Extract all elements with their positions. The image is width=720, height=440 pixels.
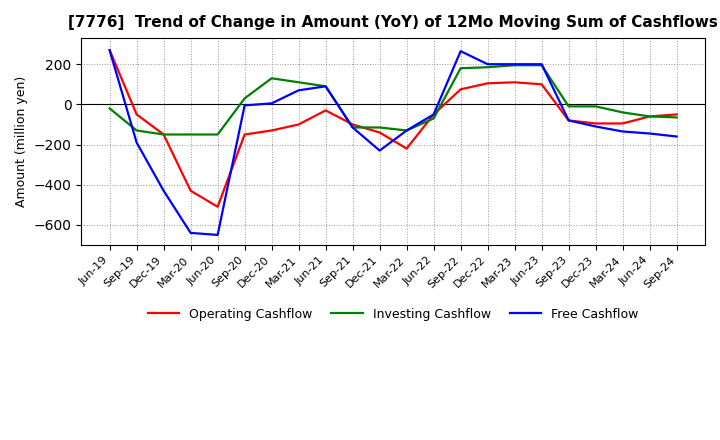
- Operating Cashflow: [537, 82, 546, 87]
- Free Cashflow: [105, 48, 114, 53]
- Operating Cashflow: [483, 81, 492, 86]
- Line: Free Cashflow: Free Cashflow: [109, 50, 677, 235]
- Operating Cashflow: [213, 204, 222, 209]
- Investing Cashflow: [564, 104, 573, 109]
- Line: Operating Cashflow: Operating Cashflow: [109, 50, 677, 207]
- Operating Cashflow: [240, 132, 249, 137]
- Free Cashflow: [402, 128, 411, 133]
- Operating Cashflow: [294, 122, 303, 127]
- Free Cashflow: [510, 62, 519, 67]
- Free Cashflow: [564, 118, 573, 123]
- Operating Cashflow: [645, 114, 654, 119]
- Operating Cashflow: [510, 80, 519, 85]
- Investing Cashflow: [267, 76, 276, 81]
- Investing Cashflow: [132, 128, 141, 133]
- Operating Cashflow: [132, 112, 141, 117]
- Y-axis label: Amount (million yen): Amount (million yen): [15, 76, 28, 207]
- Investing Cashflow: [321, 84, 330, 89]
- Operating Cashflow: [375, 130, 384, 135]
- Investing Cashflow: [510, 62, 519, 68]
- Investing Cashflow: [105, 106, 114, 111]
- Operating Cashflow: [186, 188, 195, 193]
- Operating Cashflow: [456, 87, 465, 92]
- Investing Cashflow: [348, 125, 357, 130]
- Operating Cashflow: [429, 112, 438, 117]
- Investing Cashflow: [213, 132, 222, 137]
- Line: Investing Cashflow: Investing Cashflow: [109, 65, 677, 135]
- Free Cashflow: [672, 134, 681, 139]
- Free Cashflow: [618, 129, 627, 134]
- Operating Cashflow: [321, 108, 330, 113]
- Investing Cashflow: [375, 125, 384, 130]
- Investing Cashflow: [483, 65, 492, 70]
- Free Cashflow: [132, 140, 141, 145]
- Investing Cashflow: [591, 104, 600, 109]
- Investing Cashflow: [186, 132, 195, 137]
- Free Cashflow: [591, 124, 600, 129]
- Operating Cashflow: [267, 128, 276, 133]
- Legend: Operating Cashflow, Investing Cashflow, Free Cashflow: Operating Cashflow, Investing Cashflow, …: [143, 303, 643, 326]
- Operating Cashflow: [348, 122, 357, 127]
- Investing Cashflow: [672, 115, 681, 120]
- Operating Cashflow: [591, 121, 600, 126]
- Free Cashflow: [429, 112, 438, 117]
- Investing Cashflow: [429, 116, 438, 121]
- Investing Cashflow: [537, 62, 546, 68]
- Free Cashflow: [375, 148, 384, 153]
- Free Cashflow: [321, 84, 330, 89]
- Free Cashflow: [186, 230, 195, 235]
- Free Cashflow: [483, 62, 492, 67]
- Free Cashflow: [213, 232, 222, 238]
- Operating Cashflow: [159, 132, 168, 137]
- Operating Cashflow: [672, 112, 681, 117]
- Investing Cashflow: [240, 96, 249, 101]
- Investing Cashflow: [159, 132, 168, 137]
- Investing Cashflow: [402, 128, 411, 133]
- Free Cashflow: [537, 62, 546, 67]
- Free Cashflow: [348, 125, 357, 130]
- Investing Cashflow: [618, 110, 627, 115]
- Free Cashflow: [267, 101, 276, 106]
- Free Cashflow: [294, 88, 303, 93]
- Free Cashflow: [240, 103, 249, 108]
- Free Cashflow: [645, 131, 654, 136]
- Title: [7776]  Trend of Change in Amount (YoY) of 12Mo Moving Sum of Cashflows: [7776] Trend of Change in Amount (YoY) o…: [68, 15, 718, 30]
- Free Cashflow: [159, 188, 168, 193]
- Investing Cashflow: [456, 66, 465, 71]
- Free Cashflow: [456, 48, 465, 54]
- Operating Cashflow: [618, 121, 627, 126]
- Operating Cashflow: [105, 48, 114, 53]
- Investing Cashflow: [645, 114, 654, 119]
- Operating Cashflow: [402, 146, 411, 151]
- Operating Cashflow: [564, 118, 573, 123]
- Investing Cashflow: [294, 80, 303, 85]
